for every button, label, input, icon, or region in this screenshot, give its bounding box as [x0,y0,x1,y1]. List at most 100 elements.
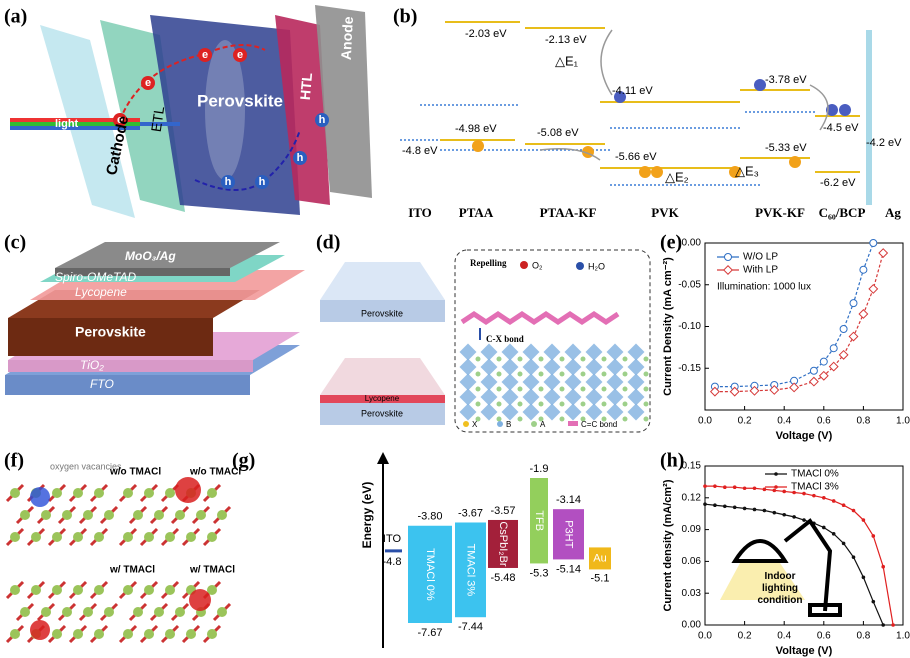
octahedron [627,373,645,391]
marker [869,239,878,247]
marker [703,502,707,506]
panel-label: (b) [393,6,417,28]
level-label: -5.33 eV [765,142,807,154]
atom [104,510,114,520]
octahedron [501,388,519,406]
marker [871,599,876,604]
light-cone [720,563,805,600]
hole-label: h [225,176,232,188]
hole [651,166,663,178]
level-label: -4.11 eV [612,85,653,97]
octahedron [627,358,645,376]
vacancy-label: oxygen vacancies [50,461,122,471]
slab-label: Perovskite [361,408,403,418]
marker [881,623,885,627]
atom [196,510,206,520]
marker [709,386,720,397]
atom [559,371,565,377]
level-label: -2.03 eV [465,28,507,40]
marker [891,623,895,627]
atom [475,416,481,422]
light-ray [10,118,140,122]
octahedron [585,388,603,406]
atom [622,371,628,377]
atom [559,386,565,392]
transfer-arrows [539,29,829,161]
level-label: -6.2 eV [820,177,856,189]
electron [198,48,212,62]
atom [496,386,502,392]
hole [315,113,329,127]
octahedron [543,343,561,361]
y-tick-label: 0.00 [682,620,702,631]
atom [62,607,72,617]
atom [52,488,62,498]
atom [496,356,502,362]
atom [207,488,217,498]
octahedron [522,373,540,391]
atom [144,532,154,542]
x-tick-label: 0.8 [856,631,870,642]
atom [538,356,544,362]
x-tick-label: 1.0 [896,416,910,427]
marker [849,299,858,308]
electron-label: e [202,49,208,61]
legend-label: X [472,420,478,429]
octahedron [501,343,519,361]
electron [754,79,766,91]
atom [123,629,133,639]
panel-label: (a) [4,6,27,28]
atom [580,401,586,407]
octahedron [501,403,519,421]
layer-label: PTAA [459,205,494,220]
layer-label: FTO [90,377,114,391]
atom [10,629,20,639]
legend-label: With LP [743,265,778,276]
layer-label: Perovskite [197,91,283,110]
marker [808,376,819,387]
offset-label: △E₁ [555,53,579,68]
marker [752,507,757,512]
holes [472,140,801,178]
atom [538,401,544,407]
layer-label: TiO₂ [80,358,104,372]
ag-bar [866,30,872,205]
htl-slab [275,15,330,205]
y-tick-label: 0.03 [682,588,702,599]
octahedron [606,388,624,406]
y-tick-label: 0.00 [682,238,702,249]
atom [31,532,41,542]
octahedron [480,388,498,406]
x-tick-label: 0.6 [817,416,831,427]
atom [517,386,523,392]
atom [20,510,30,520]
marker [772,510,777,515]
atom [559,416,565,422]
layer-label: C₆₀/BCP [819,205,866,220]
marker [769,385,780,395]
atom [601,416,607,422]
level-label: -4.5 eV [823,122,859,134]
band-lines [440,21,860,173]
annotation: Illumination: 1000 lux [717,282,811,293]
atom [643,401,649,407]
lens [205,40,245,180]
legend-swatch [568,421,578,426]
hole-label: h [259,176,266,188]
atom [133,510,143,520]
slab-label: Perovskite [361,308,403,318]
octahedron [480,373,498,391]
atom [580,371,586,377]
marker [792,490,796,495]
marker [831,532,836,536]
level-bottom: -5.48 [490,572,515,584]
atom [517,401,523,407]
slab-label: Lycopene [365,394,400,403]
level-line [385,549,402,553]
marker [723,504,727,509]
hole [789,156,801,168]
level-label: -4.8 eV [402,145,438,157]
atom [165,585,175,595]
atom [186,532,196,542]
layer-label: ITO [408,205,432,220]
